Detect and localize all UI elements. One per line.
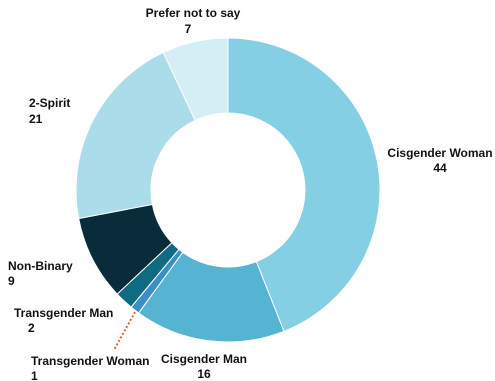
category-label-transgender-woman: Transgender Woman (31, 354, 149, 368)
slice-cisgender-woman (227, 37, 381, 332)
category-label-cisgender-woman: Cisgender Woman (387, 146, 492, 160)
donut-slices (75, 37, 381, 343)
label-group-cisgender-man: Cisgender Man 16 (161, 352, 247, 381)
label-group-transgender-woman: Transgender Woman 1 (31, 354, 149, 381)
label-group-transgender-man: Transgender Man 2 (14, 306, 113, 335)
value-label-prefer-not-to-say: 7 (185, 22, 192, 36)
slice-prefer-not-to-say (162, 37, 229, 121)
value-label-cisgender-man: 16 (197, 367, 211, 381)
category-label-transgender-man: Transgender Man (14, 306, 113, 320)
label-group-cisgender-woman: Cisgender Woman 44 (387, 146, 492, 175)
value-label-non-binary: 9 (8, 274, 15, 288)
label-group-prefer-not-to-say: Prefer not to say 7 (146, 6, 241, 36)
slice-2-spirit (75, 51, 196, 220)
category-label-non-binary: Non-Binary (8, 259, 73, 273)
category-label-2-spirit: 2-Spirit (29, 96, 70, 110)
category-label-cisgender-man: Cisgender Man (161, 352, 247, 366)
label-group-non-binary: Non-Binary 9 (8, 259, 73, 288)
label-group-2-spirit: 2-Spirit 21 (29, 96, 70, 126)
leader-line-transgender-woman (113, 311, 136, 351)
value-label-transgender-woman: 1 (31, 369, 38, 381)
value-label-cisgender-woman: 44 (433, 161, 447, 175)
value-label-transgender-man: 2 (28, 321, 35, 335)
value-label-2-spirit: 21 (29, 112, 43, 126)
category-label-prefer-not-to-say: Prefer not to say (146, 6, 241, 20)
